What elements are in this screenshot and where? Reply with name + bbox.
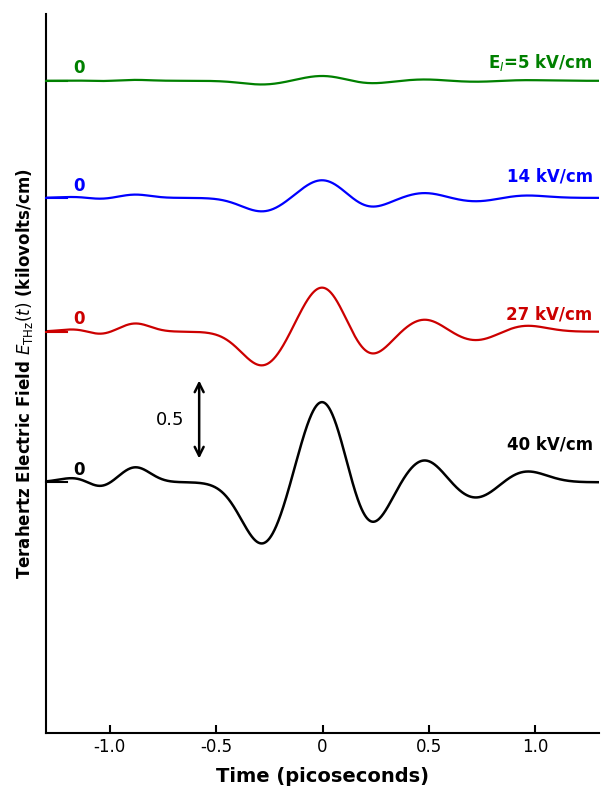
Y-axis label: Terahertz Electric Field $E_{\mathrm{THz}}(t)$ (kilovolts/cm): Terahertz Electric Field $E_{\mathrm{THz… [14,168,35,579]
Text: 27 kV/cm: 27 kV/cm [506,306,593,324]
Text: 0: 0 [74,177,85,194]
Text: 40 kV/cm: 40 kV/cm [506,436,593,454]
Text: 0: 0 [74,461,85,479]
Text: 0: 0 [74,59,85,78]
Text: 14 kV/cm: 14 kV/cm [506,168,593,186]
Text: E$_I$=5 kV/cm: E$_I$=5 kV/cm [488,52,593,73]
Text: 0: 0 [74,310,85,328]
Text: 0.5: 0.5 [156,410,185,429]
X-axis label: Time (picoseconds): Time (picoseconds) [216,767,429,786]
